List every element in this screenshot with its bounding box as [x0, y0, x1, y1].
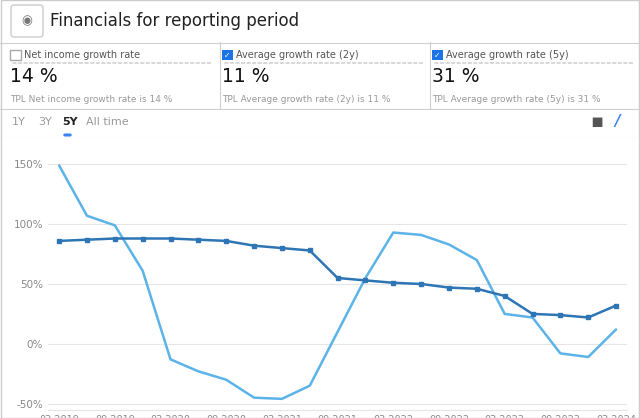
Text: TPL Net income growth rate is 14 %: TPL Net income growth rate is 14 % — [10, 95, 172, 104]
Text: ✓: ✓ — [434, 51, 440, 59]
Text: Average growth rate (5y): Average growth rate (5y) — [446, 50, 568, 60]
FancyBboxPatch shape — [221, 49, 232, 61]
Text: ▪: ▪ — [590, 112, 604, 132]
Text: ✓: ✓ — [224, 51, 230, 59]
Text: Financials for reporting period: Financials for reporting period — [50, 12, 299, 30]
Text: 31 %: 31 % — [432, 67, 479, 87]
Text: ◉: ◉ — [22, 15, 33, 28]
FancyBboxPatch shape — [431, 49, 442, 61]
Text: 3Y: 3Y — [38, 117, 52, 127]
Text: All time: All time — [86, 117, 129, 127]
Text: 1Y: 1Y — [12, 117, 26, 127]
Text: Net income growth rate: Net income growth rate — [24, 50, 140, 60]
Text: TPL Average growth rate (2y) is 11 %: TPL Average growth rate (2y) is 11 % — [222, 95, 390, 104]
Text: 5Y: 5Y — [62, 117, 77, 127]
FancyBboxPatch shape — [10, 49, 20, 61]
FancyBboxPatch shape — [11, 5, 43, 37]
Text: TPL Average growth rate (5y) is 31 %: TPL Average growth rate (5y) is 31 % — [432, 95, 600, 104]
Text: 14 %: 14 % — [10, 67, 58, 87]
Text: 11 %: 11 % — [222, 67, 269, 87]
Text: Average growth rate (2y): Average growth rate (2y) — [236, 50, 358, 60]
Text: /: / — [614, 115, 620, 130]
